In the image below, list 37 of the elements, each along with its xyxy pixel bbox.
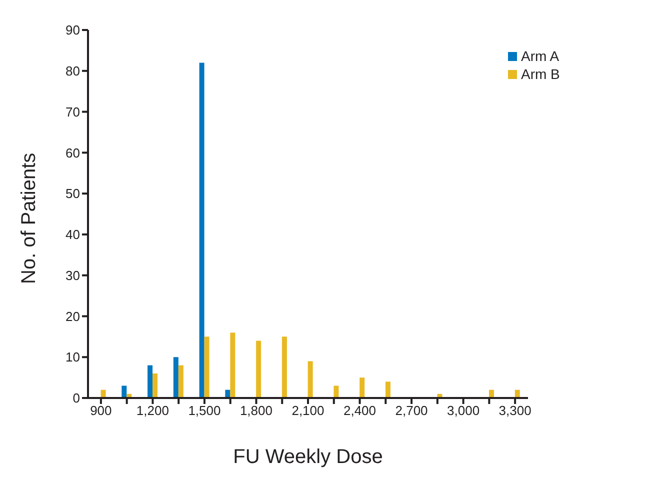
x-tick-label: 1,500 — [188, 403, 221, 418]
bar — [282, 336, 287, 398]
x-axis-title: FU Weekly Dose — [233, 446, 383, 468]
y-tick-label: 70 — [66, 104, 80, 120]
x-tick-label: 2,100 — [292, 403, 324, 418]
y-tick-label: 10 — [66, 350, 80, 365]
bar — [148, 365, 153, 398]
legend-label: Arm A — [521, 48, 560, 64]
x-tick-label: 1,200 — [136, 403, 169, 418]
bar — [199, 62, 204, 398]
bar — [230, 332, 236, 398]
bar — [256, 340, 262, 398]
y-tick-label: 20 — [66, 308, 80, 324]
y-tick-label: 60 — [66, 145, 80, 160]
bar — [204, 336, 210, 398]
y-tick-label: 40 — [66, 227, 80, 242]
bar — [152, 373, 158, 398]
x-tick-label: 1,800 — [240, 403, 273, 418]
x-tick-label: 2,400 — [343, 403, 376, 418]
x-tick-label: 2,700 — [395, 403, 428, 418]
x-tick-label: 3,300 — [498, 403, 532, 418]
y-tick-label: 30 — [66, 268, 80, 283]
x-tick-label: 900 — [90, 403, 112, 418]
bar — [360, 378, 365, 398]
y-axis-title: No. of Patients — [18, 152, 40, 284]
y-tick-label: 80 — [66, 64, 80, 79]
bar — [334, 386, 339, 398]
y-tick-label: 50 — [66, 186, 80, 202]
bar — [122, 386, 127, 398]
y-tick-label: 90 — [66, 22, 80, 38]
x-tick-label: 3,000 — [447, 403, 480, 418]
bar — [173, 357, 178, 398]
bar — [385, 382, 390, 398]
bar — [178, 365, 184, 398]
bar — [308, 361, 313, 398]
y-tick-label: 0 — [72, 390, 80, 406]
legend-label: Arm B — [521, 66, 560, 82]
